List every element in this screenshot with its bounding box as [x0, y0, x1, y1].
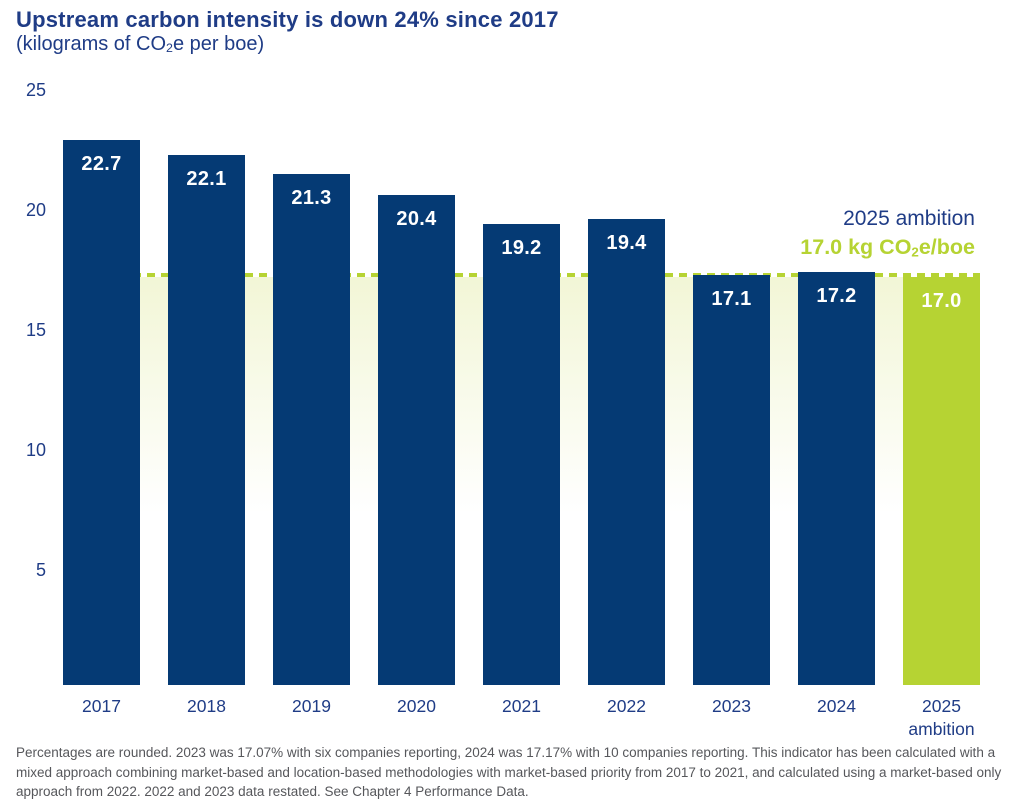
bar-value-label: 22.7: [81, 153, 122, 176]
x-axis-label-2023: 2023: [712, 696, 751, 716]
bar-2022: 19.4: [588, 219, 665, 685]
y-axis-tick-10: 10: [25, 440, 46, 460]
x-axis-label-2024: 2024: [817, 696, 856, 716]
x-axis-label-2020: 2020: [397, 696, 436, 716]
ambition-annotation-title: 2025 ambition: [843, 207, 975, 230]
bar-value-label: 19.4: [606, 232, 647, 255]
footnote: Percentages are rounded. 2023 was 17.07%…: [16, 745, 1002, 799]
bar-2020: 20.4: [378, 195, 455, 685]
x-axis-label-2021: 2021: [502, 696, 541, 716]
y-axis-tick-5: 5: [35, 560, 46, 580]
x-axis-label-2019: 2019: [292, 696, 331, 716]
bar-value-label: 17.1: [711, 287, 752, 310]
x-axis-label-2022: 2022: [607, 696, 646, 716]
bar-2019: 21.3: [273, 173, 350, 685]
bar-2023: 17.1: [693, 274, 770, 685]
subtitle-subscript: 2: [166, 41, 173, 56]
bar-2021: 19.2: [483, 224, 560, 685]
bar-value-label: 17.0: [921, 290, 962, 312]
ambition-annotation: 2025 ambition 17.0 kg CO2e/boe: [800, 204, 975, 266]
bar-2017: 22.7: [63, 140, 140, 685]
bar-2025: 17.0: [903, 277, 980, 685]
chart-subtitle-unit: e per boe): [172, 33, 265, 55]
bar-value-label: 17.2: [816, 285, 857, 308]
bar-value-label: 19.2: [501, 237, 542, 260]
ambition-annotation-value: 17.0 kg CO2e/boe: [800, 233, 975, 266]
bar-value-label: 20.4: [396, 208, 437, 231]
x-axis-label-2025: 2025 ambition: [908, 696, 975, 739]
y-axis-tick-25: 25: [25, 80, 46, 100]
ambition-value-text: 17.0 kg CO: [800, 235, 912, 259]
chart-subtitle: (kilograms of CO2e per boe): [16, 33, 264, 56]
ambition-value-unit: e/boe: [918, 235, 975, 259]
x-axis-label-2017: 2017: [82, 696, 121, 716]
y-axis-tick-20: 20: [25, 200, 46, 220]
bar-value-label: 22.1: [186, 167, 227, 190]
bar-2018: 22.1: [168, 154, 245, 685]
ambition-value-subscript: 2: [911, 244, 919, 260]
chart-title: Upstream carbon intensity is down 24% si…: [16, 7, 559, 32]
bar-value-label: 21.3: [291, 186, 332, 209]
chart-subtitle-text: (kilograms of CO: [16, 33, 167, 55]
bar-2024: 17.2: [798, 272, 875, 685]
x-axis-label-2018: 2018: [187, 696, 226, 716]
y-axis-tick-15: 15: [25, 320, 46, 340]
